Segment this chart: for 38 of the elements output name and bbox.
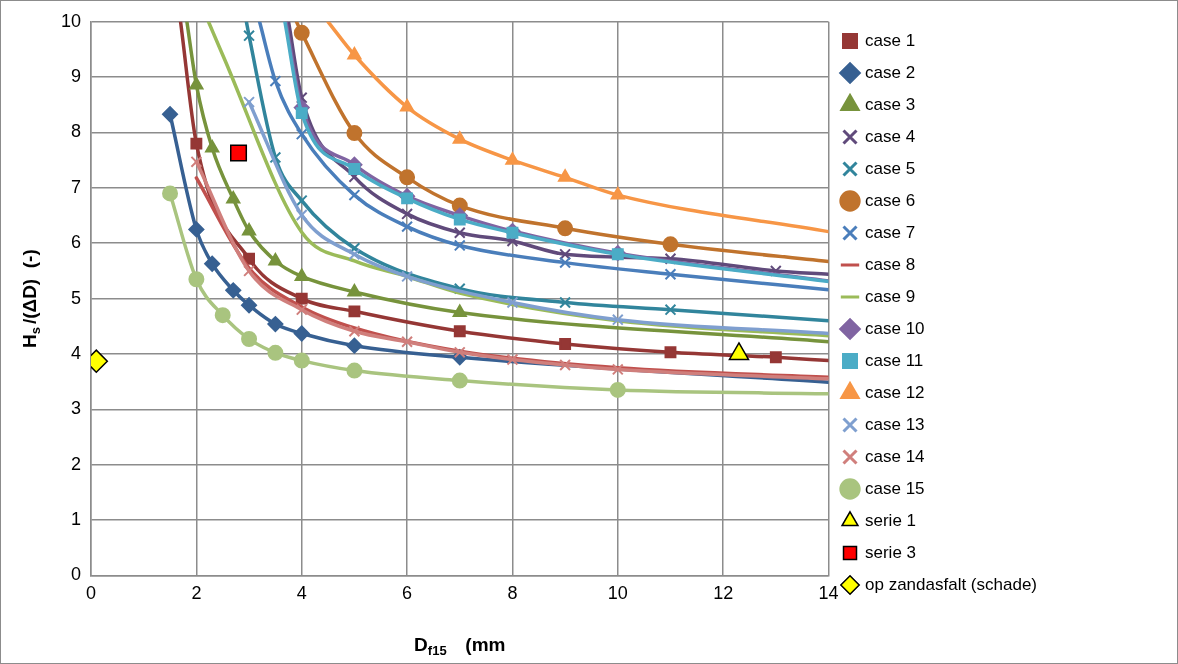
legend-label: case 14 — [865, 446, 925, 466]
legend-label: case 4 — [865, 126, 916, 146]
legend-label: case 2 — [865, 62, 916, 82]
x-tick-label: 8 — [507, 583, 518, 604]
y-tick-label: 3 — [71, 398, 82, 419]
y-tick-label: 10 — [60, 10, 82, 31]
legend-label: case 7 — [865, 222, 916, 242]
legend-label: case 10 — [865, 318, 925, 338]
y-tick-label: 2 — [71, 453, 82, 474]
y-tick-label: 7 — [71, 176, 82, 197]
y-tick-label: 1 — [71, 509, 82, 530]
x-tick-label: 10 — [607, 583, 628, 604]
x-tick-label: 4 — [296, 583, 307, 604]
legend-label: case 6 — [865, 190, 916, 210]
legend-label: case 9 — [865, 286, 916, 306]
y-tick-label: 5 — [71, 287, 82, 308]
legend-label: case 12 — [865, 382, 925, 402]
x-tick-label: 6 — [402, 583, 413, 604]
legend-label: case 11 — [865, 350, 924, 370]
y-tick-label: 0 — [71, 564, 82, 585]
legend-label: case 1 — [865, 30, 916, 50]
y-tick-label: 4 — [71, 342, 82, 363]
legend-label: case 15 — [865, 478, 925, 498]
legend-label: case 8 — [865, 254, 916, 274]
legend-label: case 13 — [865, 414, 925, 434]
legend-label: serie 1 — [865, 510, 917, 530]
legend-label: case 5 — [865, 158, 916, 178]
x-tick-label: 2 — [191, 583, 202, 604]
y-tick-label: 8 — [71, 121, 82, 142]
x-tick-label: 0 — [86, 583, 97, 604]
legend-label: op zandasfalt (schade) — [865, 574, 1038, 594]
y-tick-label: 6 — [71, 232, 82, 253]
legend-label: case 3 — [865, 94, 916, 114]
x-tick-label: 12 — [713, 583, 734, 604]
y-axis-title: Hs/(ΔD) (-) — [19, 249, 44, 348]
y-tick-label: 9 — [71, 66, 82, 87]
legend-label: serie 3 — [865, 542, 917, 562]
x-tick-label: 14 — [818, 583, 839, 604]
